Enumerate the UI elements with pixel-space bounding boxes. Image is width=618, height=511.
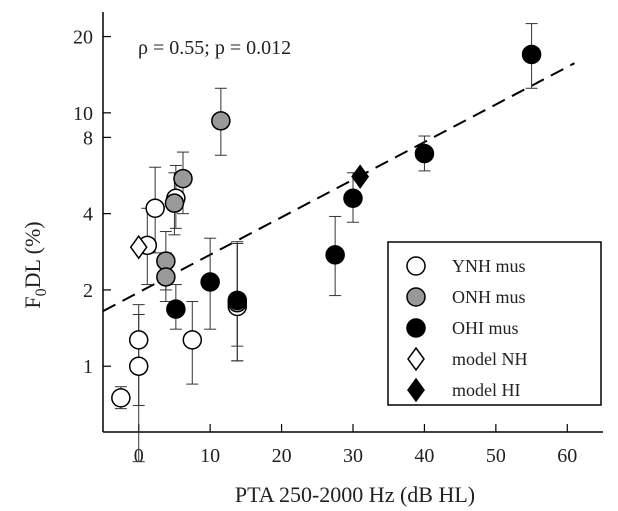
data-point-ynh-mus (128, 330, 149, 350)
legend-label-ohi-mus: OHI mus (452, 318, 519, 338)
y-axis-title-base: F (20, 296, 45, 308)
data-point-onh-mus (173, 168, 193, 189)
x-tick-label: 60 (557, 445, 577, 467)
data-point-ynh-mus (128, 356, 149, 376)
legend-label-model-hi: model HI (452, 380, 520, 400)
legend-marker-ynh-mus (406, 256, 426, 276)
y-tick-label: 8 (83, 127, 93, 149)
y-tick-label: 2 (83, 280, 93, 302)
data-point-ynh-mus (111, 388, 131, 408)
y-tick-label: 10 (73, 103, 93, 125)
legend-label-onh-mus: ONH mus (452, 287, 526, 307)
data-point-ohi-mus (343, 188, 363, 209)
data-point-ohi-mus (227, 290, 248, 311)
y-axis-title: F0DL (%) (20, 221, 50, 308)
x-tick-label: 50 (486, 445, 506, 467)
data-point-ohi-mus (166, 299, 186, 319)
x-tick-label: 20 (272, 445, 292, 467)
data-point-ohi-mus (200, 272, 220, 292)
regression-fit-line (102, 62, 575, 312)
legend-marker-model-nh (407, 346, 425, 372)
fit-line-layer (102, 62, 575, 312)
legend-marker-model-hi (407, 377, 425, 403)
legend-items: YNH mus ONH mus OHI mus model NH model HI (406, 256, 528, 403)
data-point-ohi-mus (325, 245, 345, 265)
data-point-ynh-mus (182, 330, 203, 350)
y-tick-label: 1 (83, 356, 93, 378)
x-tick-label: 40 (414, 445, 434, 467)
legend-label-model-nh: model NH (452, 349, 528, 369)
x-tick-label: 10 (200, 445, 220, 467)
data-point-ohi-mus (521, 44, 542, 65)
data-marks (111, 23, 542, 463)
y-axis-title-subscript: 0 (33, 288, 50, 296)
data-point-onh-mus (211, 111, 231, 131)
legend: YNH mus ONH mus OHI mus model NH model HI (387, 241, 602, 406)
legend-label-ynh-mus: YNH mus (452, 256, 526, 276)
data-point-model-hi (351, 164, 370, 189)
data-point-ynh-mus (145, 198, 165, 219)
data-point-onh-mus (156, 267, 176, 287)
legend-marker-ohi-mus (406, 318, 426, 338)
y-tick-label: 20 (73, 27, 93, 49)
data-point-ohi-mus (414, 143, 435, 164)
y-tick-label: 4 (83, 204, 93, 226)
data-point-onh-mus (164, 193, 185, 213)
data-point-model-nh (129, 234, 148, 260)
x-tick-label: 30 (343, 445, 363, 467)
y-axis-title-rest: DL (%) (20, 221, 45, 288)
correlation-annotation: ρ = 0.55; p = 0.012 (138, 37, 291, 59)
legend-marker-onh-mus (406, 287, 426, 307)
x-axis-title: PTA 250-2000 Hz (dB HL) (235, 482, 475, 507)
